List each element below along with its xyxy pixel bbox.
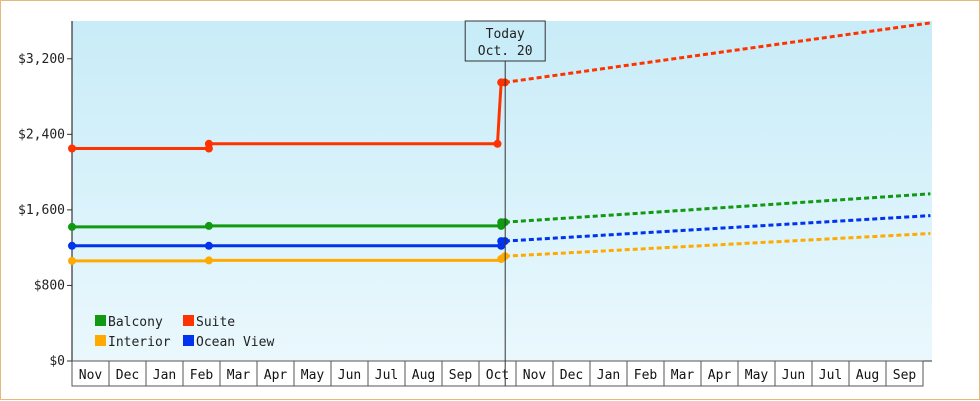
x-tick-label: Feb bbox=[634, 368, 658, 383]
series-line-forecast bbox=[504, 214, 931, 243]
month-cell bbox=[885, 360, 924, 387]
month-cell bbox=[145, 360, 184, 387]
y-tick-label: $800 bbox=[34, 278, 65, 293]
legend-swatch bbox=[183, 335, 194, 346]
legend-label: Balcony bbox=[108, 315, 163, 330]
x-tick-label: Aug bbox=[856, 368, 879, 383]
x-tick-label: Jun bbox=[782, 368, 805, 383]
plot-area bbox=[72, 21, 932, 361]
x-tick-label: May bbox=[301, 368, 325, 383]
month-cell bbox=[367, 360, 406, 387]
x-tick-label: Nov bbox=[79, 368, 103, 383]
data-point bbox=[68, 241, 76, 250]
data-point bbox=[204, 139, 213, 148]
month-cell bbox=[811, 360, 850, 387]
x-tick-label: Mar bbox=[671, 368, 695, 383]
x-tick-label: Jun bbox=[338, 368, 361, 383]
month-cell bbox=[108, 360, 147, 387]
x-tick-label: Sep bbox=[449, 368, 473, 383]
series-line-forecast bbox=[504, 232, 931, 258]
legend-label: Interior bbox=[108, 335, 171, 350]
data-point bbox=[68, 144, 76, 153]
legend-swatch bbox=[183, 315, 194, 326]
x-tick-label: Jul bbox=[819, 368, 842, 383]
x-tick-label: Feb bbox=[190, 368, 214, 383]
month-cell bbox=[737, 360, 776, 387]
today-label: Today bbox=[486, 27, 525, 42]
legend-swatch bbox=[95, 315, 106, 326]
x-tick-label: Oct bbox=[486, 368, 509, 383]
month-cell bbox=[71, 360, 110, 387]
month-cell bbox=[182, 360, 221, 387]
month-cell bbox=[515, 360, 554, 387]
x-tick-label: Jul bbox=[375, 368, 398, 383]
data-point bbox=[68, 222, 76, 231]
data-point bbox=[493, 139, 502, 148]
x-tick-label: Dec bbox=[560, 368, 583, 383]
x-tick-label: Jan bbox=[153, 368, 176, 383]
data-point bbox=[204, 256, 213, 265]
x-tick-label: Nov bbox=[523, 368, 547, 383]
legend-label: Ocean View bbox=[196, 335, 274, 350]
month-cell bbox=[256, 360, 295, 387]
month-cell bbox=[848, 360, 887, 387]
legend: Balcony Suite Interior Ocean View bbox=[95, 315, 274, 350]
series-line-forecast bbox=[504, 192, 931, 224]
data-point bbox=[204, 241, 213, 250]
series-balcony bbox=[68, 192, 931, 231]
y-tick-label: $2,400 bbox=[18, 127, 65, 142]
x-tick-label: Apr bbox=[708, 368, 732, 383]
series-suite bbox=[68, 21, 931, 153]
today-date: Oct. 20 bbox=[478, 44, 533, 59]
month-cell bbox=[219, 360, 258, 387]
y-tick-label: $3,200 bbox=[18, 52, 65, 67]
month-cell bbox=[626, 360, 665, 387]
data-point bbox=[68, 256, 76, 265]
x-tick-label: Sep bbox=[893, 368, 917, 383]
month-cell bbox=[774, 360, 813, 387]
y-tick-label: $0 bbox=[49, 354, 65, 369]
x-tick-label: Dec bbox=[116, 368, 139, 383]
x-tick-label: Apr bbox=[264, 368, 288, 383]
today-box bbox=[464, 20, 546, 62]
x-tick-label: May bbox=[745, 368, 769, 383]
data-point bbox=[204, 221, 213, 230]
month-cell bbox=[552, 360, 591, 387]
month-cell bbox=[663, 360, 702, 387]
x-tick-label: Mar bbox=[227, 368, 251, 383]
x-tick-label: Aug bbox=[412, 368, 435, 383]
y-tick-label: $1,600 bbox=[18, 203, 65, 218]
legend-label: Suite bbox=[196, 315, 235, 330]
legend-swatch bbox=[95, 335, 106, 346]
month-cell bbox=[441, 360, 480, 387]
x-tick-label: Jan bbox=[597, 368, 620, 383]
